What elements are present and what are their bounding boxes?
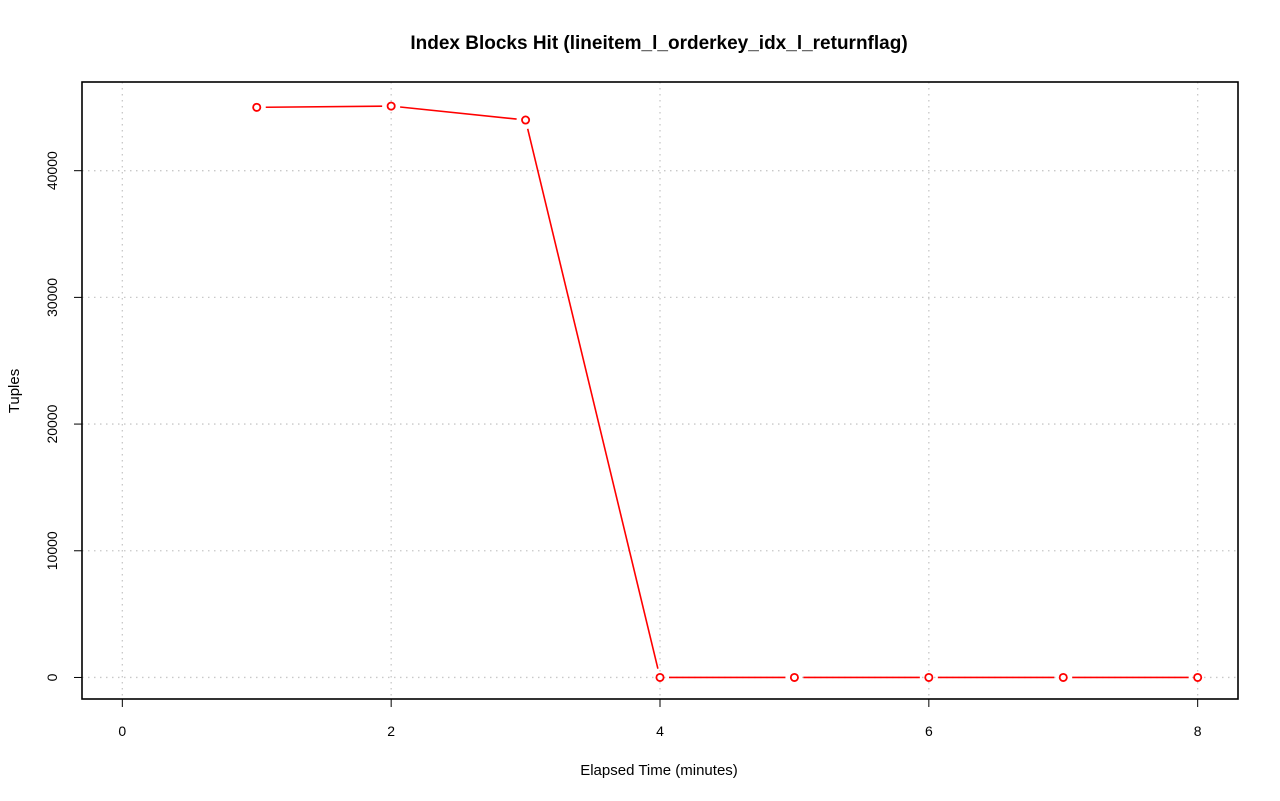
y-tick-label: 30000 xyxy=(44,278,60,317)
series-line-segment xyxy=(265,105,383,109)
x-tick-label: 4 xyxy=(656,723,664,739)
x-tick-label: 0 xyxy=(118,723,126,739)
series xyxy=(252,101,1203,682)
data-point xyxy=(252,102,262,112)
data-point xyxy=(655,672,665,682)
data-point xyxy=(924,672,934,682)
plot-frame xyxy=(81,81,1239,700)
data-point xyxy=(521,115,531,125)
series-line-segment xyxy=(400,106,517,120)
series-line-segment xyxy=(526,128,659,669)
y-tick-label: 20000 xyxy=(44,404,60,443)
axes: 0 2 4 6 8 0 10000 20000 30000 40000 xyxy=(44,151,1202,739)
x-tick-label: 6 xyxy=(925,723,933,739)
x-tick-label: 8 xyxy=(1194,723,1202,739)
y-tick-label: 10000 xyxy=(44,531,60,570)
x-axis-label: Elapsed Time (minutes) xyxy=(580,762,738,779)
data-point xyxy=(789,672,799,682)
y-tick-label: 40000 xyxy=(44,151,60,190)
y-axis-label: Tuples xyxy=(6,369,23,413)
chart-title: Index Blocks Hit (lineitem_l_orderkey_id… xyxy=(410,33,907,54)
grid xyxy=(82,82,1238,699)
x-tick-label: 2 xyxy=(387,723,395,739)
data-point xyxy=(386,101,396,111)
data-point xyxy=(1058,672,1068,682)
data-point xyxy=(1193,672,1203,682)
y-tick-label: 0 xyxy=(44,673,60,681)
